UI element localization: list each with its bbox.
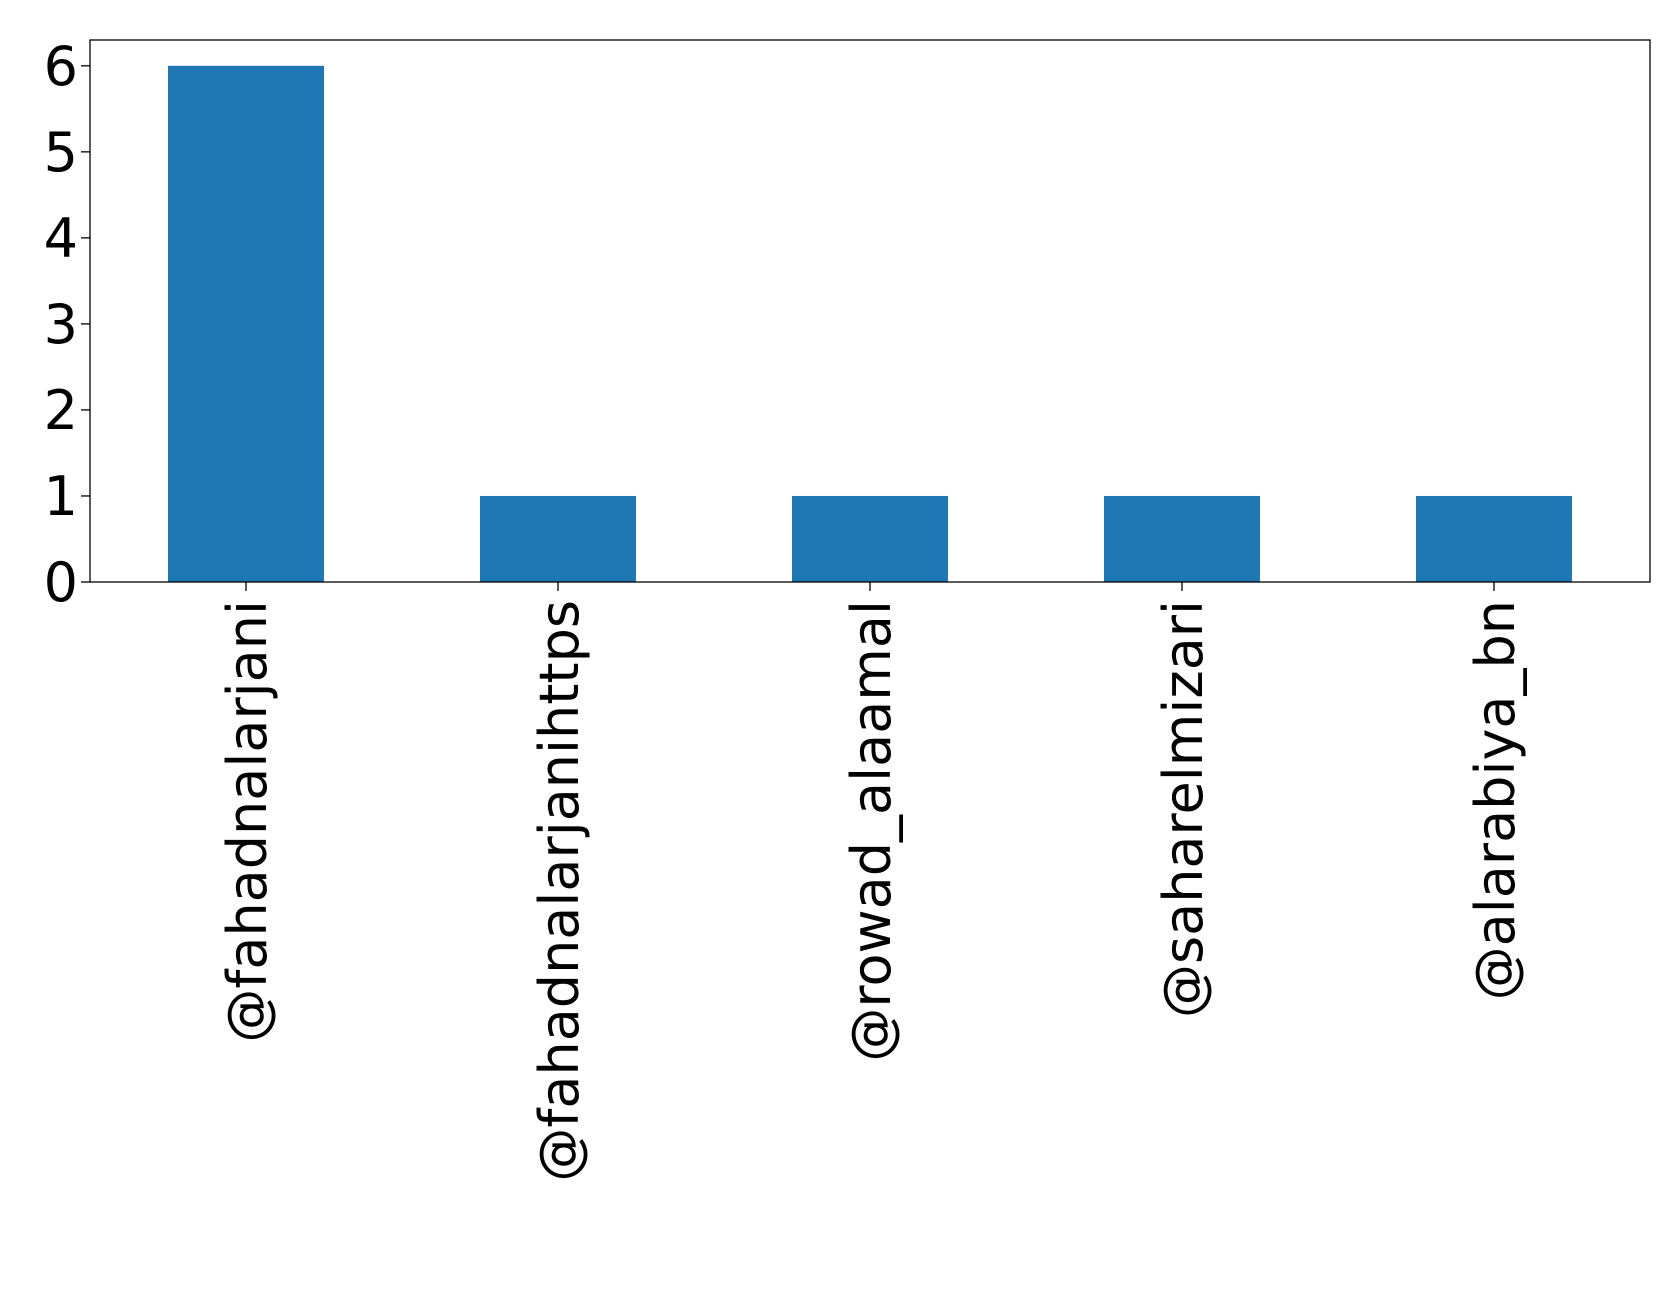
y-tick-label: 6	[44, 35, 78, 98]
bar-rowad-alaamal	[792, 495, 948, 582]
bar-alarabiya-bn	[1416, 495, 1572, 582]
x-tick-label: @fahadnalarjani	[216, 600, 279, 1043]
y-axis: 0 1 2 3 4 5 6	[44, 35, 90, 614]
y-tick-label: 2	[44, 379, 78, 442]
y-tick-label: 5	[44, 121, 78, 184]
bar-fahadnalarjani	[168, 65, 324, 583]
y-tick-label: 4	[44, 207, 78, 270]
x-tick-label: @alarabiya_bn	[1464, 600, 1527, 1000]
y-tick-label: 3	[44, 293, 78, 356]
x-tick-label: @fahadnalarjanihttps	[528, 600, 591, 1182]
x-tick-label: @rowad_alaamal	[840, 600, 903, 1062]
x-tick-label: @saharelmizari	[1152, 600, 1215, 1018]
bars-group	[168, 65, 1572, 583]
x-axis: @fahadnalarjani @fahadnalarjanihttps @rowa…	[216, 582, 1527, 1182]
bar-fahadnalarjanihttps	[480, 495, 636, 582]
y-tick-label: 0	[44, 551, 78, 614]
bar-saharelmizari	[1104, 495, 1260, 582]
y-tick-label: 1	[44, 465, 78, 528]
plot-area-frame	[89, 39, 1651, 583]
